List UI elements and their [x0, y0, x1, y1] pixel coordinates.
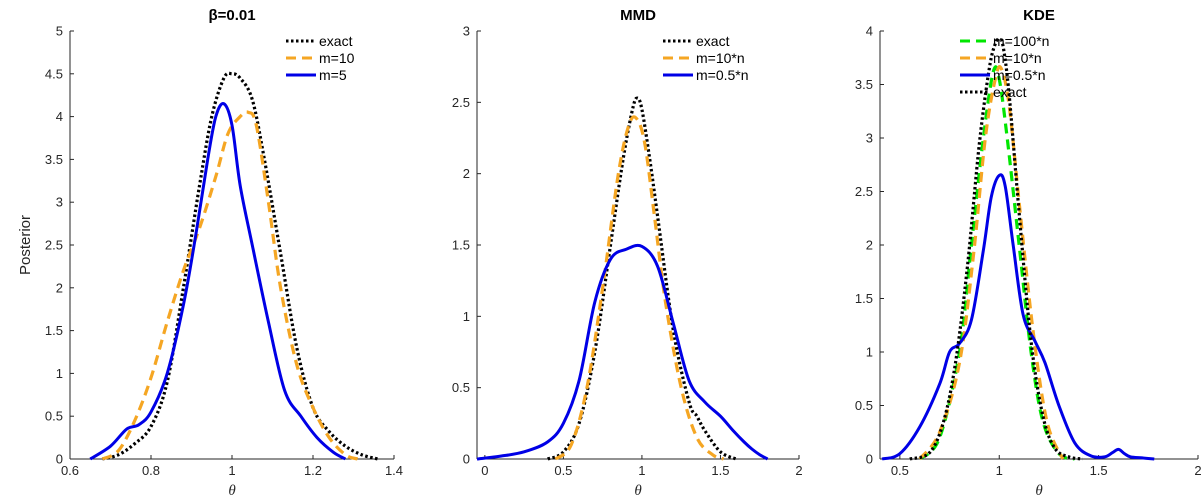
- y-tick-label: 2: [56, 280, 63, 295]
- y-tick-label: 3.5: [45, 152, 63, 167]
- chart-title: MMD: [620, 7, 656, 24]
- series-line-m-100-n: [918, 65, 1076, 461]
- y-tick-label: 2: [866, 238, 873, 253]
- x-tick-label: 1: [228, 463, 235, 478]
- y-tick-label: 0.5: [45, 409, 63, 424]
- series-line-m-10-n: [918, 65, 1065, 461]
- x-tick-label: 2: [795, 463, 802, 478]
- x-tick-label: 0.8: [142, 463, 160, 478]
- chart-panel-2: 0 0.5 1 1.5 2 0 0.5 1 1.5 2 2.5 3 MMD θ exactm=10*nm=0…: [452, 7, 803, 498]
- y-tick-label: 0: [866, 452, 873, 467]
- series-line-exact: [909, 37, 1083, 461]
- y-tick-label: 2: [463, 166, 470, 181]
- y-tick-label: 4.5: [45, 66, 63, 81]
- x-tick-label: 1.2: [304, 463, 322, 478]
- legend-label: m=0.5*n: [696, 67, 749, 83]
- y-tick-label: 1.5: [452, 238, 470, 253]
- x-tick-label: 0.5: [891, 463, 909, 478]
- y-tick-label: 4: [866, 24, 873, 39]
- legend-label: m=100*n: [993, 33, 1049, 49]
- y-tick-label: 4: [56, 109, 63, 124]
- legend-label: m=10: [319, 50, 355, 66]
- chart-panel-3: 0.5 1 1.5 2 0 0.5 1 1.5 2 2.5 3 3.5 4 KDE θ m=100*nm=10…: [855, 7, 1201, 498]
- y-tick-label: 2.5: [45, 238, 63, 253]
- x-tick-label: 1.4: [385, 463, 403, 478]
- series-line-m-10-n: [554, 115, 725, 461]
- y-tick-label: 0: [56, 452, 63, 467]
- x-tick-label: 0.5: [554, 463, 572, 478]
- y-tick-label: 5: [56, 24, 63, 39]
- y-tick-label: 3: [463, 24, 470, 39]
- legend-label: exact: [993, 84, 1027, 100]
- legend-label: m=10*n: [993, 50, 1042, 66]
- y-axis-label: Posterior: [17, 215, 34, 275]
- legend-label: m=5: [319, 67, 347, 83]
- series-line-m-10: [101, 110, 359, 461]
- series-line-exact: [101, 71, 379, 461]
- y-tick-label: 1: [56, 366, 63, 381]
- y-tick-label: 1.5: [855, 291, 873, 306]
- legend-label: m=10*n: [696, 50, 745, 66]
- x-tick-label: 0.6: [61, 463, 79, 478]
- legend-label: m=0.5*n: [993, 67, 1046, 83]
- series-line-m-0-5-n: [881, 173, 1155, 461]
- y-tick-label: 3: [866, 131, 873, 146]
- y-tick-label: 1: [463, 309, 470, 324]
- y-tick-label: 0: [463, 452, 470, 467]
- y-tick-label: 0.5: [452, 380, 470, 395]
- y-tick-label: 1: [866, 345, 873, 360]
- x-tick-label: 2: [1194, 463, 1201, 478]
- x-tick-label: 0: [481, 463, 488, 478]
- y-tick-label: 2.5: [452, 95, 470, 110]
- series-line-m-0-5-n: [476, 243, 769, 461]
- legend-label: exact: [319, 33, 353, 49]
- x-axis-label: θ: [634, 483, 642, 498]
- y-tick-label: 2.5: [855, 184, 873, 199]
- y-tick-label: 0.5: [855, 398, 873, 413]
- chart-title: KDE: [1023, 7, 1055, 24]
- chart-panel-1: 0.6 0.8 1 1.2 1.4 0 0.5 1 1.5 2 2.5 3 3.5 4 4.5 5 β=0.01…: [17, 7, 403, 498]
- x-tick-label: 1: [996, 463, 1003, 478]
- x-tick-label: 1.5: [711, 463, 729, 478]
- y-tick-label: 3: [56, 195, 63, 210]
- x-axis-label: θ: [228, 483, 236, 498]
- y-tick-label: 1.5: [45, 323, 63, 338]
- x-tick-label: 1.5: [1090, 463, 1108, 478]
- legend-label: exact: [696, 33, 730, 49]
- y-tick-label: 3.5: [855, 77, 873, 92]
- x-axis-label: θ: [1035, 483, 1043, 498]
- chart-title: β=0.01: [208, 7, 255, 24]
- series-line-m-5: [89, 102, 347, 461]
- x-tick-label: 1: [638, 463, 645, 478]
